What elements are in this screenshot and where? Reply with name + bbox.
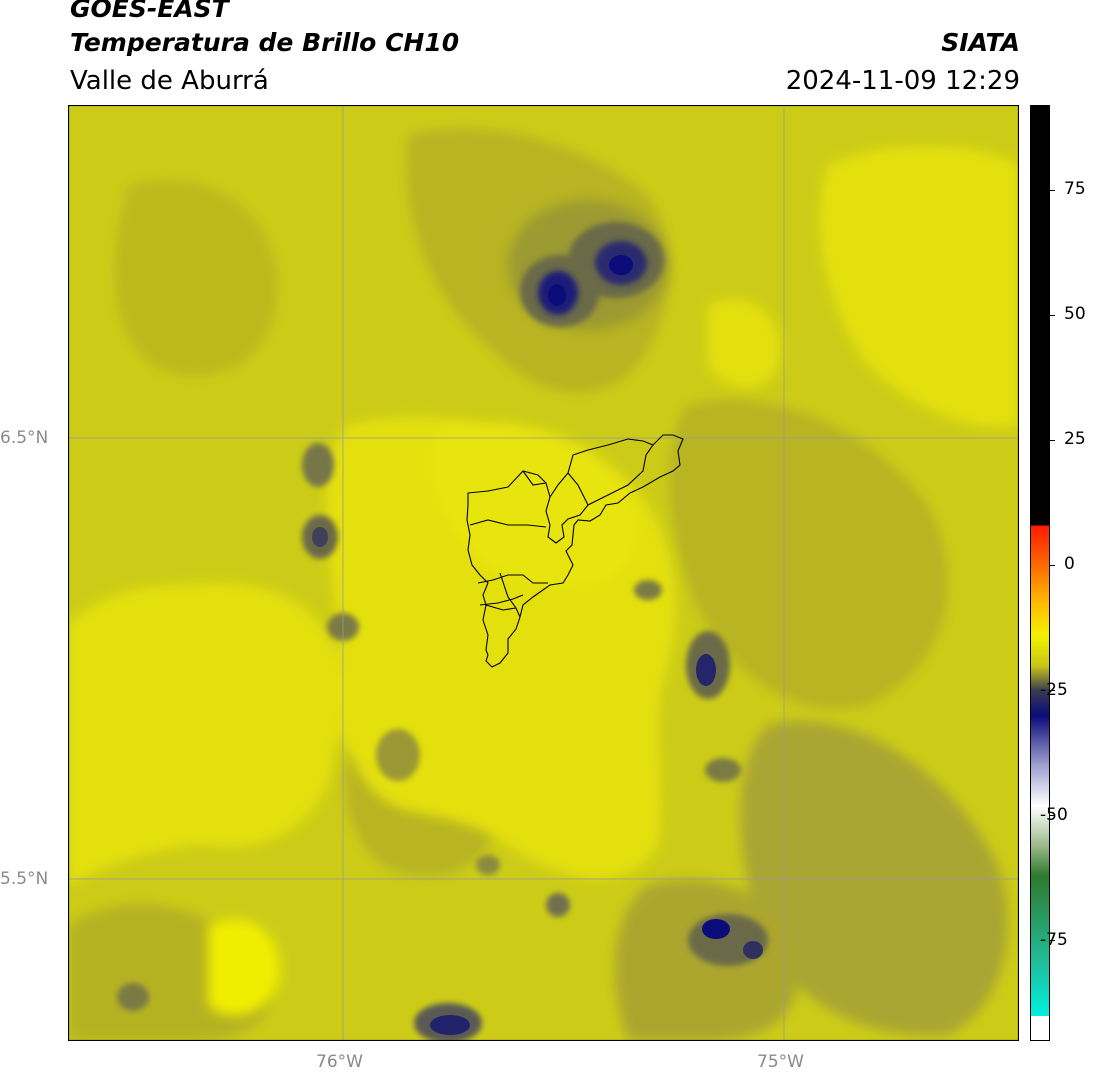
lat-label-6-5n: 6.5°N <box>0 428 49 448</box>
brightness-temperature-map <box>68 105 1019 1041</box>
colorbar-tick-mark <box>1050 690 1055 692</box>
colorbar-tick-label: -25 <box>1040 679 1068 700</box>
colorbar-tick-mark <box>1050 439 1055 441</box>
lon-label-75w: 75°W <box>757 1052 804 1072</box>
lon-label-76w: 76°W <box>316 1052 363 1072</box>
colorbar-tick-mark <box>1050 314 1055 316</box>
colorbar-tick-mark <box>1050 564 1055 566</box>
colorbar-frame <box>1030 105 1050 1041</box>
colorbar-tick-mark <box>1050 189 1055 191</box>
agency-label: SIATA <box>941 28 1020 57</box>
colorbar-tick-label: 0 <box>1064 554 1075 575</box>
colorbar-tick-mark <box>1050 940 1055 942</box>
convective-cell-south <box>414 893 768 1041</box>
product-title: Temperatura de Brillo CH10 <box>70 28 460 57</box>
colorbar-tick-label: 75 <box>1064 179 1086 200</box>
colorbar-tick-mark <box>1050 815 1055 817</box>
colorbar-gradient <box>1030 105 1050 1041</box>
convective-cell-east <box>686 631 730 699</box>
colorbar-tick-label: -50 <box>1040 804 1068 825</box>
satellite-title: GOES-EAST <box>70 0 229 23</box>
colorbar-tick-label: 50 <box>1064 304 1086 325</box>
colorbar-tick-label: -75 <box>1040 929 1068 950</box>
colorbar <box>1030 105 1050 1041</box>
convective-cell-north <box>508 200 668 330</box>
region-subtitle: Valle de Aburrá <box>70 66 269 96</box>
convective-cell-west <box>117 443 741 1011</box>
temperature-field <box>68 105 1019 1041</box>
lat-label-5-5n: 5.5°N <box>0 869 49 889</box>
timestamp-label: 2024-11-09 12:29 <box>785 66 1020 96</box>
colorbar-tick-label: 25 <box>1064 429 1086 450</box>
map-frame <box>68 105 1019 1041</box>
map-gridlines <box>68 105 1019 1041</box>
municipal-boundaries <box>466 434 684 668</box>
